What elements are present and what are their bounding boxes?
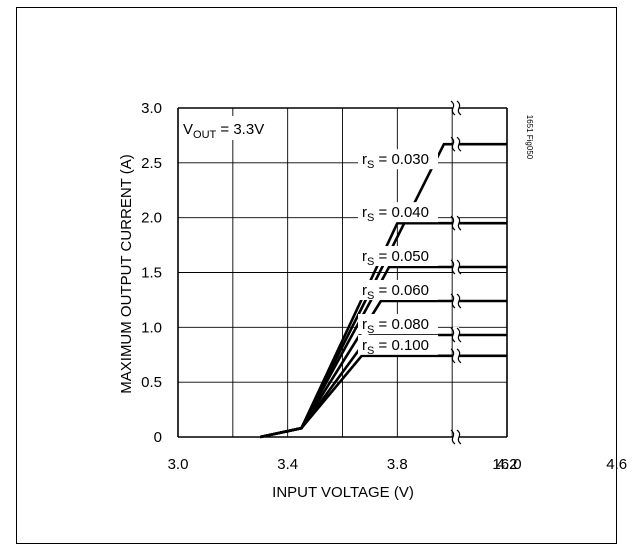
axis-break-mark [450, 327, 456, 343]
condition-label: VOUT = 3.3V [183, 121, 264, 141]
series-line [259, 354, 507, 439]
figure-code: 1651 Fig050 [525, 115, 534, 160]
axis-break-mark [456, 293, 462, 309]
curve-label: rS = 0.040 [362, 204, 429, 224]
curve-label-bg [358, 202, 438, 223]
y-axis-label: MAXIMUM OUTPUT CURRENT (A) [118, 154, 135, 393]
grid [177, 107, 508, 438]
axis-break-gap [453, 429, 459, 445]
curve-label: rS = 0.050 [362, 248, 429, 268]
axis-break-mark [450, 348, 456, 364]
y-tick-label: 3.0 [141, 100, 162, 117]
x-tick-label: 3.0 [168, 456, 189, 473]
axis-break-mark [456, 215, 462, 231]
curve-labels: rS = 0.030 rS = 0.040 rS = 0.050 rS = 0.060… [358, 149, 438, 357]
axis-break-mark [450, 429, 456, 445]
curve-label-bg [358, 280, 438, 301]
axis-break-mark [450, 259, 456, 275]
axis-break-mark [456, 259, 462, 275]
x-tick-label: 3.4 [277, 456, 298, 473]
y-tick-label: 2.0 [141, 210, 162, 227]
curve-label: rS = 0.060 [362, 282, 429, 302]
axis-break-mark [450, 136, 456, 152]
axis-break-mark [456, 100, 462, 116]
axis-break-gap [453, 259, 459, 276]
curve-label: rS = 0.100 [362, 337, 429, 357]
x-tick-label: 4.6 [606, 456, 627, 473]
figure-frame [16, 7, 617, 544]
y-tick-label: 2.5 [141, 155, 162, 172]
axis-break-mark [456, 136, 462, 152]
curve-label-bg [358, 334, 438, 355]
y-tick-label: 0.5 [141, 374, 162, 391]
axis-break-mark [456, 327, 462, 343]
axis-break-gap [453, 136, 459, 153]
curve-label-bg [358, 314, 438, 335]
axis-break-mark [456, 429, 462, 445]
axis-break-mark [450, 215, 456, 231]
axis-break-mark [450, 100, 456, 116]
axis-break-gap [453, 215, 459, 232]
curve-label: rS = 0.080 [362, 316, 429, 336]
x-tick-label: 4.2 [497, 456, 518, 473]
axis-break-gap [453, 347, 459, 364]
axis-break-gap [453, 293, 459, 310]
x-tick-label: 16.0 [492, 456, 521, 473]
curve-label-bg [358, 246, 438, 267]
axis-break-marks [450, 100, 462, 445]
x-axis-label: INPUT VOLTAGE (V) [272, 484, 414, 501]
axis-break-mark [456, 348, 462, 364]
y-tick-label: 0 [154, 429, 162, 446]
axis-break-gap [453, 327, 459, 344]
curve-label: rS = 0.030 [362, 151, 429, 171]
y-tick-label: 1.5 [141, 265, 162, 282]
axis-break-gap [453, 100, 459, 116]
curve-label-bg [358, 149, 438, 170]
y-tick-label: 1.0 [141, 319, 162, 336]
condition-label-bg [180, 116, 260, 140]
axis-break-mark [450, 293, 456, 309]
tick-labels: 3.0 3.4 3.8 4.2 4.6 16.0 0 0.5 1.0 1.5 2.0 2.5 3.0 [141, 100, 627, 473]
x-tick-label: 3.8 [387, 456, 408, 473]
